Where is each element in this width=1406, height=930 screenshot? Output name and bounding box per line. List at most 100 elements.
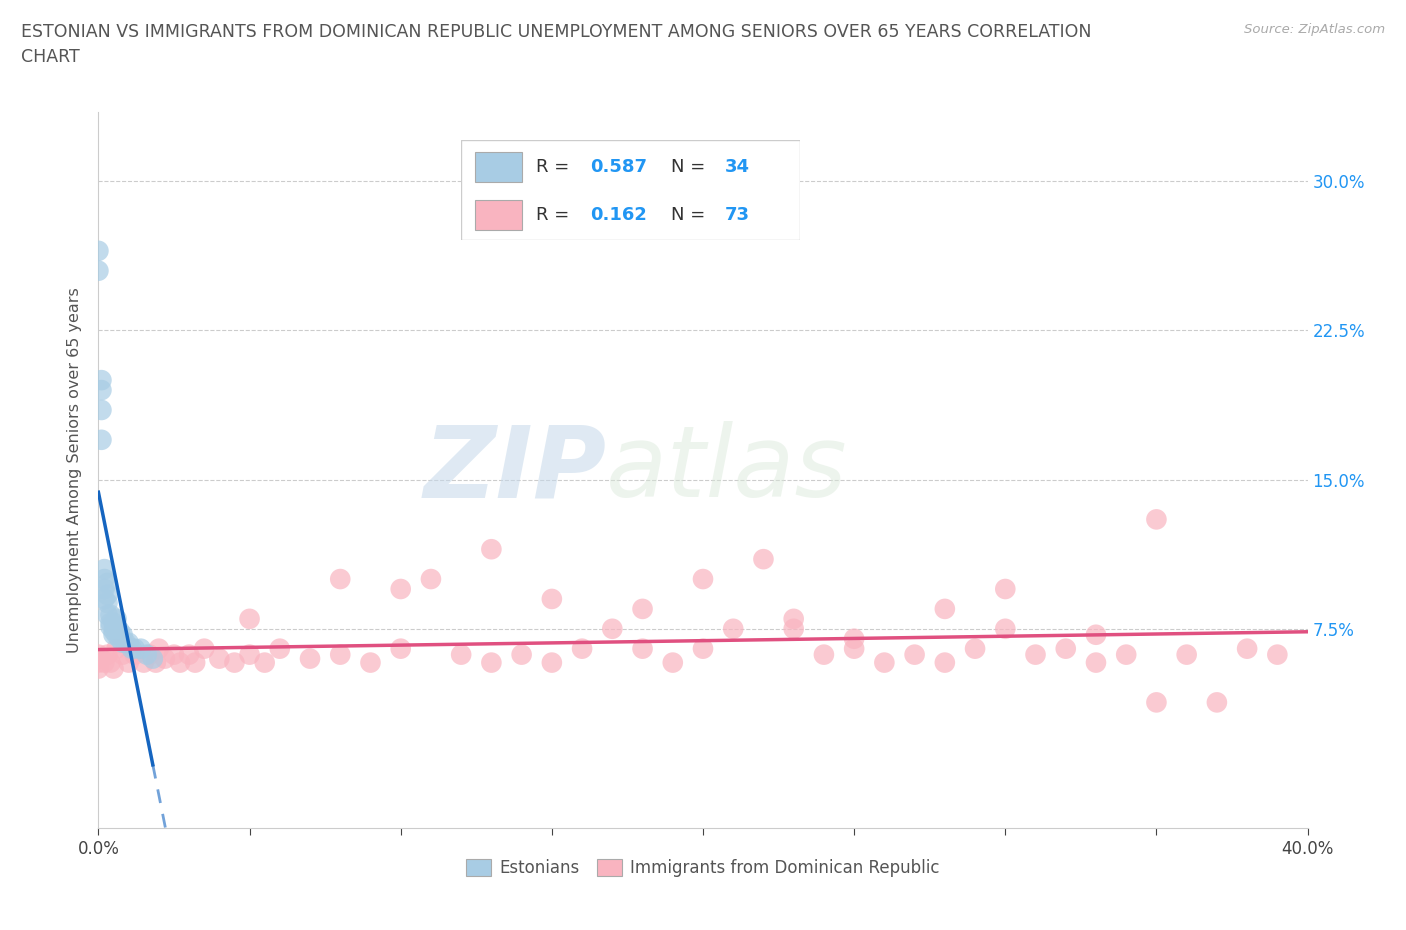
Point (118, 655, 141, 670)
Text: CHART: CHART (21, 48, 80, 66)
Point (93, 655, 115, 670)
Point (193, 642, 215, 657)
Point (783, 621, 806, 636)
Point (96, 647, 118, 662)
Point (90, 382, 112, 397)
Point (1236, 642, 1258, 657)
Point (90, 651, 112, 666)
Point (752, 551, 775, 566)
Point (329, 647, 352, 662)
Point (111, 635, 134, 650)
Point (96, 588, 118, 603)
Point (1085, 655, 1108, 670)
Text: ESTONIAN VS IMMIGRANTS FROM DOMINICAN REPUBLIC UNEMPLOYMENT AMONG SENIORS OVER 6: ESTONIAN VS IMMIGRANTS FROM DOMINICAN RE… (21, 23, 1091, 41)
Text: atlas: atlas (606, 421, 848, 518)
Point (103, 661, 125, 676)
Point (105, 611, 128, 626)
Point (103, 623, 125, 638)
Point (994, 621, 1017, 636)
Point (100, 655, 122, 670)
Point (163, 647, 186, 662)
Point (100, 607, 122, 622)
Point (360, 655, 382, 670)
Point (1144, 512, 1167, 526)
Point (96, 607, 118, 622)
Point (844, 642, 866, 657)
Point (692, 642, 714, 657)
Point (1144, 695, 1167, 710)
Point (93, 581, 115, 596)
Point (224, 655, 246, 670)
Point (420, 572, 443, 587)
Point (169, 655, 191, 670)
Y-axis label: Unemployment Among Seniors over 65 years: Unemployment Among Seniors over 65 years (67, 286, 83, 653)
Point (184, 655, 207, 670)
Point (269, 642, 291, 657)
Point (299, 651, 322, 666)
Point (87, 647, 110, 662)
Point (602, 621, 624, 636)
Point (90, 373, 112, 388)
Point (661, 655, 683, 670)
Point (1085, 628, 1108, 643)
Point (783, 611, 806, 626)
Point (571, 642, 593, 657)
Point (114, 635, 136, 650)
Point (208, 651, 231, 666)
Point (450, 647, 472, 662)
Point (1115, 647, 1137, 662)
Point (100, 619, 122, 634)
Point (540, 591, 562, 606)
Point (904, 647, 927, 662)
Point (153, 651, 176, 666)
Point (253, 655, 276, 670)
Point (87, 661, 110, 676)
Point (239, 611, 262, 626)
Point (994, 581, 1017, 596)
Point (96, 576, 118, 591)
Point (124, 642, 146, 657)
Point (631, 602, 654, 617)
Point (87, 655, 110, 670)
Point (481, 542, 503, 557)
Point (124, 647, 146, 662)
Point (1206, 695, 1229, 710)
Point (934, 602, 956, 617)
Legend: Estonians, Immigrants from Dominican Republic: Estonians, Immigrants from Dominican Rep… (460, 852, 946, 883)
Text: Source: ZipAtlas.com: Source: ZipAtlas.com (1244, 23, 1385, 36)
Point (93, 591, 115, 606)
Point (510, 647, 533, 662)
Point (540, 655, 562, 670)
Point (87, 263, 110, 278)
Point (1054, 642, 1077, 657)
Point (934, 655, 956, 670)
Point (87, 244, 110, 259)
Point (389, 642, 412, 657)
Point (148, 642, 170, 657)
Point (481, 655, 503, 670)
Point (873, 655, 896, 670)
Point (142, 651, 165, 666)
Point (1175, 647, 1198, 662)
Point (129, 642, 152, 657)
Point (692, 572, 714, 587)
Point (121, 642, 143, 657)
Point (1024, 647, 1046, 662)
Point (1267, 647, 1289, 662)
Point (90, 403, 112, 418)
Point (813, 647, 835, 662)
Point (105, 642, 128, 657)
Point (100, 616, 122, 631)
Point (631, 642, 654, 657)
Point (145, 655, 167, 670)
Point (103, 616, 125, 631)
Point (96, 595, 118, 610)
Point (93, 572, 115, 587)
Point (103, 628, 125, 643)
Point (179, 647, 201, 662)
Point (389, 581, 412, 596)
Point (239, 647, 262, 662)
Point (723, 621, 745, 636)
Point (105, 619, 128, 634)
Point (329, 572, 352, 587)
